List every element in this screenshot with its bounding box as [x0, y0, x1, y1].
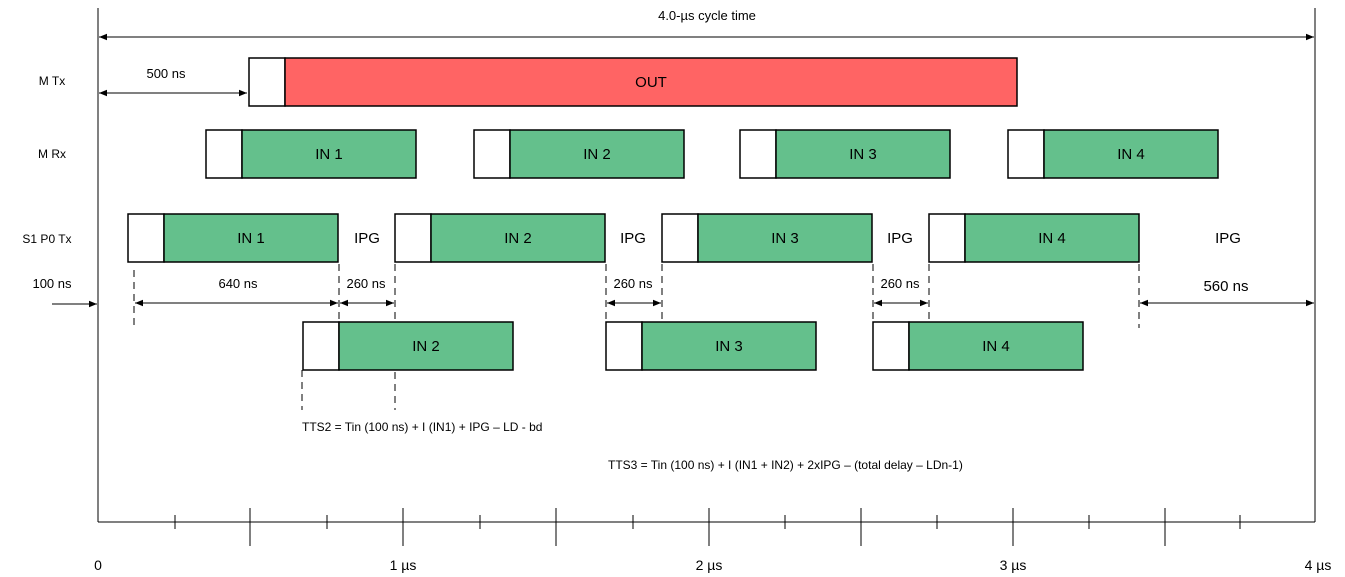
- axis-ticks: [174, 508, 1241, 546]
- row-label-m-rx: M Rx: [38, 147, 66, 161]
- bottom-frame-3-body: [908, 321, 1084, 371]
- m-rx-frame-3: IN 3: [739, 129, 951, 179]
- bottom-frame-3-header: [872, 321, 910, 371]
- s1-tx-frame-4: IN 4: [928, 213, 1140, 263]
- tts3-formula: TTS3 = Tin (100 ns) + I (IN1 + IN2) + 2x…: [608, 458, 963, 472]
- tts2-formula: TTS2 = Tin (100 ns) + I (IN1) + IPG – LD…: [302, 420, 542, 434]
- m-rx-frame-4: IN 4: [1007, 129, 1219, 179]
- ipg-260ns-label-3: 260 ns: [880, 276, 920, 291]
- m-tx-out-label: OUT: [635, 74, 667, 91]
- bottom-frame-1-header: [302, 321, 340, 371]
- m-rx-frame-2: IN 2: [473, 129, 685, 179]
- bottom-frame-1-body: [338, 321, 514, 371]
- ipg-label-3: IPG: [887, 230, 913, 247]
- s1-tx-frame-2-body: [430, 213, 606, 263]
- s1-tx-frame-3-header: [661, 213, 699, 263]
- m-rx-frame-1-label: IN 1: [315, 146, 343, 163]
- ipg-label-2: IPG: [620, 230, 646, 247]
- m-rx-frame-1-header: [205, 129, 243, 179]
- row-label-s1-p0-tx: S1 P0 Tx: [22, 232, 71, 246]
- ipg-label-1: IPG: [354, 230, 380, 247]
- offset-100ns-label: 100 ns: [32, 276, 72, 291]
- axis-label-1us: 1 µs: [390, 557, 417, 573]
- m-tx-out-frame: [284, 57, 1018, 107]
- m-rx-frame-2-header: [473, 129, 511, 179]
- m-rx-frame-4-header: [1007, 129, 1045, 179]
- bottom-frame-2-label: IN 3: [715, 338, 743, 355]
- m-rx-frame-3-body: [775, 129, 951, 179]
- tail-560ns-label: 560 ns: [1203, 278, 1248, 295]
- m-rx-frame-3-header: [739, 129, 777, 179]
- s1-tx-frame-2-header: [394, 213, 432, 263]
- s1-tx-frame-2: IN 2: [394, 213, 606, 263]
- s1-tx-frame-1-header: [127, 213, 165, 263]
- ipg-260ns-label-2: 260 ns: [613, 276, 653, 291]
- axis-label-0: 0: [94, 557, 102, 573]
- offset-500ns-label: 500 ns: [146, 66, 186, 81]
- m-rx-frame-1-body: [241, 129, 417, 179]
- s1-tx-frame-3-label: IN 3: [771, 230, 799, 247]
- bottom-frame-3: IN 4: [872, 321, 1084, 371]
- frame-640ns-label: 640 ns: [218, 276, 258, 291]
- m-rx-frame-4-body: [1043, 129, 1219, 179]
- axis-label-4us: 4 µs: [1305, 557, 1332, 573]
- s1-tx-frame-4-label: IN 4: [1038, 230, 1066, 247]
- bottom-frame-3-label: IN 4: [982, 338, 1010, 355]
- cycle-time-label: 4.0-µs cycle time: [658, 8, 756, 23]
- bottom-frame-1-label: IN 2: [412, 338, 440, 355]
- bottom-frame-1: IN 2: [302, 321, 514, 371]
- s1-tx-frame-3-body: [697, 213, 873, 263]
- m-rx-frame-1: IN 1: [205, 129, 417, 179]
- bottom-frame-2-header: [605, 321, 643, 371]
- m-rx-frame-4-label: IN 4: [1117, 146, 1145, 163]
- bottom-frame-2-body: [641, 321, 817, 371]
- m-rx-frame-2-label: IN 2: [583, 146, 611, 163]
- m-rx-frame-2-body: [509, 129, 685, 179]
- s1-tx-frame-4-header: [928, 213, 966, 263]
- bottom-frame-2: IN 3: [605, 321, 817, 371]
- s1-tx-frame-3: IN 3: [661, 213, 873, 263]
- s1-tx-frame-1: IN 1: [127, 213, 339, 263]
- axis-label-3us: 3 µs: [1000, 557, 1027, 573]
- s1-tx-frame-1-label: IN 1: [237, 230, 265, 247]
- s1-tx-frame-4-body: [964, 213, 1140, 263]
- m-tx-out-header: [248, 57, 286, 107]
- row-label-m-tx: M Tx: [39, 74, 65, 88]
- axis-label-2us: 2 µs: [696, 557, 723, 573]
- s1-tx-frame-2-label: IN 2: [504, 230, 532, 247]
- ipg-260ns-label-1: 260 ns: [346, 276, 386, 291]
- s1-tx-frame-1-body: [163, 213, 339, 263]
- ipg-label-4: IPG: [1215, 230, 1241, 247]
- m-rx-frame-3-label: IN 3: [849, 146, 877, 163]
